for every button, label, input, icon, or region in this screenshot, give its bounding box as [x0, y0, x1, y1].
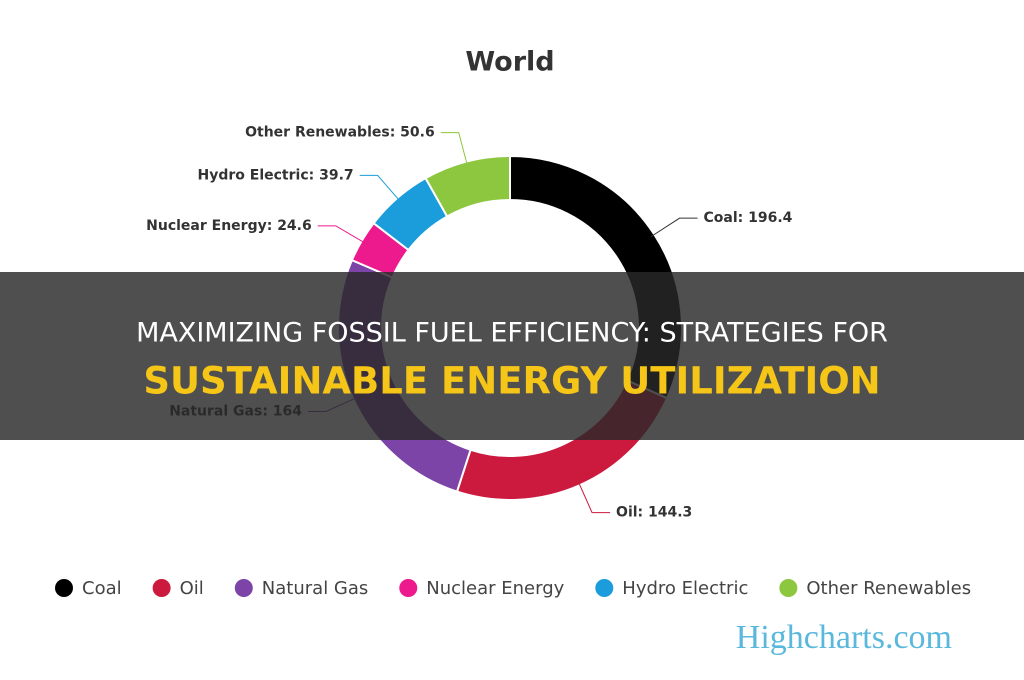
chart-title: World: [465, 47, 554, 78]
legend-label[interactable]: Nuclear Energy: [426, 578, 564, 599]
banner-title: MAXIMIZING FOSSIL FUEL EFFICIENCY: STRAT…: [136, 318, 888, 349]
data-label: Nuclear Energy: 24.6: [146, 218, 312, 234]
legend-label[interactable]: Hydro Electric: [622, 578, 748, 599]
connector: [440, 132, 468, 166]
legend-marker[interactable]: [234, 579, 253, 597]
connector: [650, 217, 698, 238]
legend-marker[interactable]: [779, 579, 798, 597]
legend-marker[interactable]: [55, 579, 73, 597]
legend-marker[interactable]: [399, 579, 418, 597]
credits[interactable]: Highcharts.com: [736, 619, 952, 656]
data-label: Oil: 144.3: [616, 505, 692, 521]
data-label: Other Renewables: 50.6: [245, 125, 435, 141]
connector: [359, 174, 401, 202]
legend-label[interactable]: Coal: [82, 578, 122, 599]
legend-label[interactable]: Other Renewables: [806, 578, 971, 599]
data-label: Coal: 196.4: [704, 210, 793, 226]
banner: [0, 272, 1024, 440]
legend-marker[interactable]: [152, 579, 171, 597]
banner-subtitle: SUSTAINABLE ENERGY UTILIZATION: [143, 360, 880, 403]
legend-label[interactable]: Oil: [180, 578, 204, 599]
slice[interactable]: [424, 154, 511, 218]
legend[interactable]: Coal Oil Natural Gas Nuclear Energy Hydro El…: [55, 578, 971, 599]
data-label: Hydro Electric: 39.7: [198, 167, 354, 183]
connector: [577, 481, 611, 514]
legend-label[interactable]: Natural Gas: [262, 578, 368, 599]
connector: [317, 225, 366, 244]
legend-marker[interactable]: [595, 579, 614, 597]
